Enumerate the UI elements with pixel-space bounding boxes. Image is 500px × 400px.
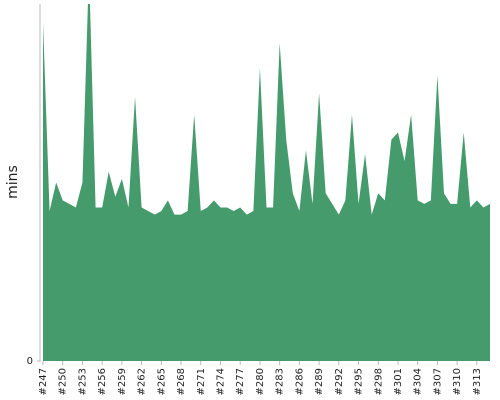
x-tick-label: #271 <box>196 368 207 395</box>
x-tick-label: #250 <box>58 368 69 395</box>
x-tick-label: #292 <box>334 368 345 395</box>
x-tick-label: #283 <box>275 368 286 395</box>
x-tick-label: #262 <box>137 368 148 395</box>
area <box>43 4 490 361</box>
x-tick-label: #268 <box>176 368 187 395</box>
x-tick-label: #265 <box>156 368 167 395</box>
x-tick-label: #304 <box>413 368 424 395</box>
x-tick-label: #259 <box>117 368 128 395</box>
y-tick-label: 0 <box>27 356 33 367</box>
x-tick-label: #253 <box>77 368 88 395</box>
x-tick-label: #310 <box>452 368 463 395</box>
x-tick-label: #286 <box>294 368 305 395</box>
y-axis-label: mins <box>5 165 21 199</box>
x-tick-label: #277 <box>235 368 246 395</box>
x-tick-label: #301 <box>393 368 404 395</box>
x-tick-label: #295 <box>354 368 365 395</box>
x-tick-label: #247 <box>38 368 49 395</box>
plot-area <box>43 4 490 361</box>
x-tick-label: #289 <box>314 368 325 395</box>
x-tick-label: #280 <box>255 368 266 395</box>
x-tick-label: #298 <box>373 368 384 395</box>
x-tick-label: #274 <box>215 368 226 395</box>
x-tick-label: #313 <box>472 368 483 395</box>
x-tick-label: #307 <box>432 368 443 395</box>
x-tick-label: #256 <box>97 368 108 395</box>
